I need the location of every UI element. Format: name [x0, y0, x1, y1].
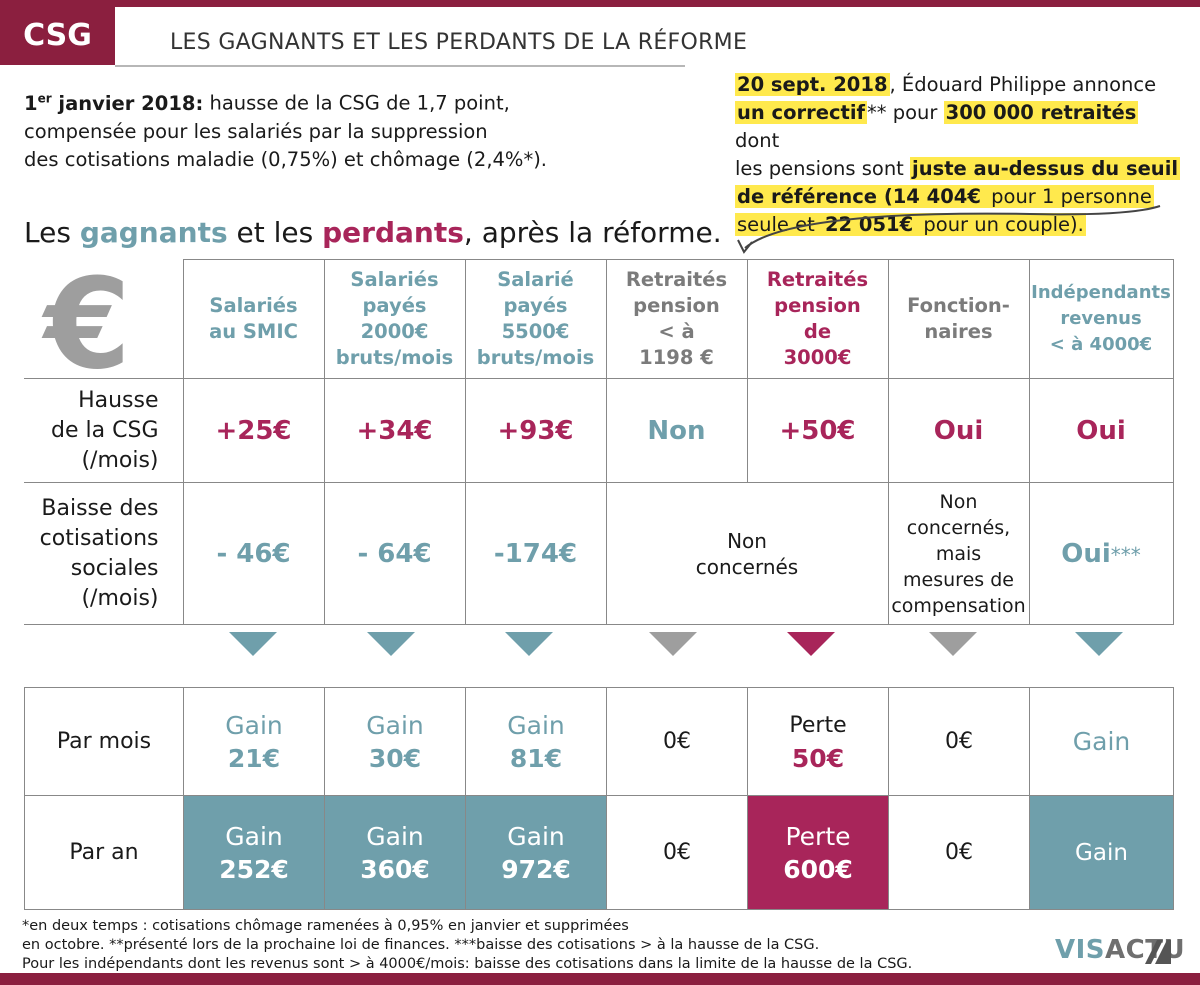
curved-arrow [737, 205, 1161, 254]
comparison-table: Salariés au SMIC Salariés payés 2000€ bruts/… [24, 259, 1174, 625]
bottom-bar [0, 973, 1200, 985]
table-cell: Oui*** [1028, 482, 1174, 625]
table-cell: +93€ [464, 378, 607, 483]
top-bar [0, 0, 1200, 7]
arrow-down-icon [1075, 632, 1123, 656]
table-subtitle: Les gagnants et les perdants, après la r… [24, 216, 722, 249]
table-cell: - 64€ [323, 482, 466, 625]
topic-tag: CSG [0, 7, 115, 65]
par-mois-row: Par mois Gain 21€ Gain 30€ Gain 81€ 0€ Pert… [24, 687, 1174, 796]
table-cell: 0€ [888, 795, 1030, 910]
table-cell: Perte 50€ [747, 687, 889, 796]
table-cell: Oui [887, 378, 1030, 483]
column-header: Indépendants revenus < à 4000€ [1028, 259, 1174, 379]
table-cell: +25€ [182, 378, 325, 483]
table-cell: Gain 30€ [324, 687, 466, 796]
table-cell: +50€ [746, 378, 889, 483]
euro-icon: € [44, 252, 131, 397]
row-label: Baisse des cotisations sociales (/mois) [24, 482, 184, 625]
arrow-down-icon [229, 632, 277, 656]
table-cell: 0€ [606, 795, 748, 910]
visactu-logo: VISACTU [1055, 935, 1186, 965]
arrow-down-icon [649, 632, 697, 656]
table-cell: Gain 972€ [465, 795, 607, 910]
arrow-down-icon [367, 632, 415, 656]
hausse-row: Hausse de la CSG (/mois) +25€ +34€ +93€ No… [24, 378, 1174, 483]
arrow-down-icon [929, 632, 977, 656]
table-cell: +34€ [323, 378, 466, 483]
table-cell: Non [605, 378, 748, 483]
results-table: Par mois Gain 21€ Gain 30€ Gain 81€ 0€ Pert… [24, 687, 1174, 910]
table-cell: Oui [1028, 378, 1174, 483]
row-label: Par mois [24, 687, 184, 796]
row-label: Par an [24, 795, 184, 910]
table-cell: Gain 81€ [465, 687, 607, 796]
arrows-row [183, 632, 1173, 674]
column-header: Salariés au SMIC [182, 259, 325, 379]
table-cell: Gain [1029, 687, 1174, 796]
column-header: Retraités pension < à 1198 € [605, 259, 748, 379]
table-cell: Perte 600€ [747, 795, 889, 910]
column-header: Salariés payés 2000€ bruts/mois [323, 259, 466, 379]
row-label: Hausse de la CSG (/mois) [24, 378, 184, 483]
column-header: Salarié payés 5500€ bruts/mois [464, 259, 607, 379]
page-title: LES GAGNANTS ET LES PERDANTS DE LA RÉFOR… [170, 30, 748, 55]
title-divider [115, 65, 685, 67]
arrow-down-icon [505, 632, 553, 656]
logo-mark-icon [1145, 940, 1171, 964]
footnotes: *en deux temps : cotisations chômage ram… [22, 918, 913, 972]
table-cell: 0€ [888, 687, 1030, 796]
table-cell: Non concernés, mais mesures de compensation [887, 482, 1030, 625]
table-cell: - 46€ [182, 482, 325, 625]
intro-text: 1er janvier 2018: hausse de la CSG de 1,… [24, 91, 548, 171]
table-cell-merged: Non concernés [605, 482, 889, 625]
baisse-row: Baisse des cotisations sociales (/mois) - 4… [24, 482, 1174, 625]
column-header: Retraités pension de 3000€ [746, 259, 889, 379]
par-an-row: Par an Gain 252€ Gain 360€ Gain 972€ 0€ Per… [24, 795, 1174, 910]
correctif-note: 20 sept. 2018, Édouard Philippe annonce … [735, 73, 1181, 236]
arrow-down-icon [787, 632, 835, 656]
table-cell: Gain 360€ [324, 795, 466, 910]
table-cell: Gain [1029, 795, 1174, 910]
table-cell: -174€ [464, 482, 607, 625]
table-cell: Gain 252€ [183, 795, 325, 910]
table-cell: 0€ [606, 687, 748, 796]
header-row: Salariés au SMIC Salariés payés 2000€ bruts/… [24, 259, 1174, 379]
column-header: Fonction-naires [887, 259, 1030, 379]
table-cell: Gain 21€ [183, 687, 325, 796]
